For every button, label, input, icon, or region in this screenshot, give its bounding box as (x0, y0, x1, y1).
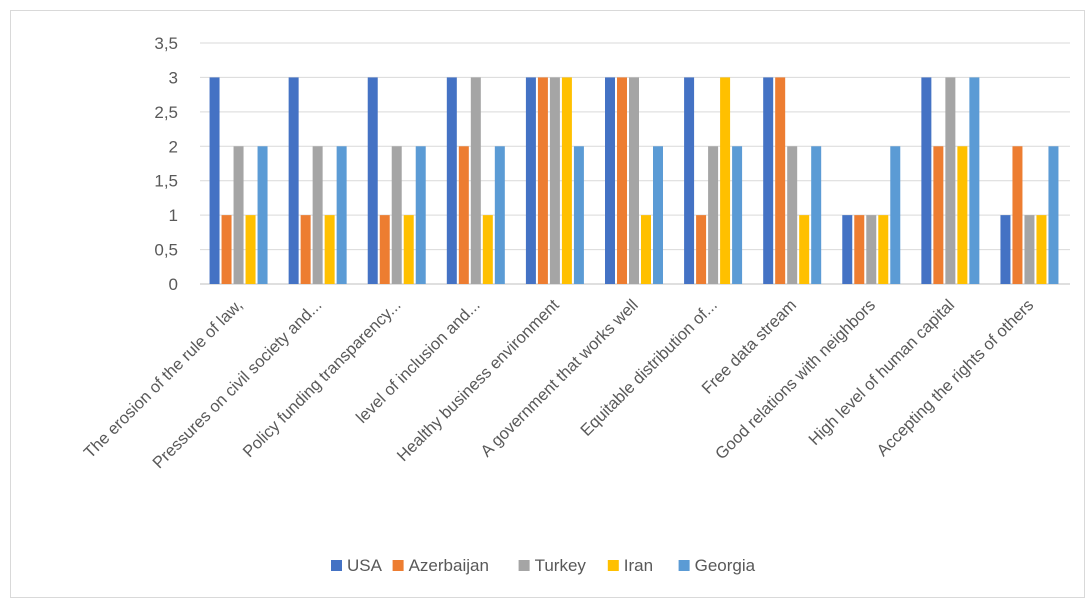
bar-iran (403, 215, 414, 284)
bar-georgia (890, 146, 901, 284)
bar-turkey (312, 146, 323, 284)
category-label: Accepting the rights of others (873, 296, 1037, 460)
bar-usa (446, 77, 457, 284)
bars (209, 77, 1059, 284)
bar-azerbaijan (696, 215, 707, 284)
category-label: High level of human capital (805, 296, 958, 449)
y-axis-ticks: 0 0,5 1 1,5 2 2,5 3 3,5 (154, 34, 178, 294)
bar-iran (799, 215, 810, 284)
y-tick-label: 1,5 (154, 172, 178, 191)
bar-turkey (1024, 215, 1035, 284)
bar-georgia (336, 146, 347, 284)
legend-label-usa: USA (347, 556, 383, 575)
bar-iran (245, 215, 256, 284)
bar-iran (482, 215, 493, 284)
category-label: Pressures on civil society and... (149, 296, 325, 472)
legend: USA Azerbaijan Turkey Iran Georgia (331, 556, 756, 575)
legend-swatch-iran (607, 560, 619, 571)
bar-turkey (629, 77, 639, 284)
y-tick-label: 3 (169, 68, 178, 87)
bar-azerbaijan (933, 146, 944, 284)
category-label: Policy funding transparency... (240, 296, 405, 461)
bar-usa (921, 77, 932, 284)
bar-georgia (732, 146, 743, 284)
y-tick-label: 3,5 (154, 34, 178, 53)
y-tick-label: 0,5 (154, 241, 178, 260)
bar-azerbaijan (617, 77, 627, 284)
bar-georgia (415, 146, 426, 284)
bar-iran (1036, 215, 1047, 284)
y-tick-label: 2,5 (154, 103, 178, 122)
bar-turkey (945, 77, 956, 284)
bar-azerbaijan (458, 146, 469, 284)
legend-swatch-azerbaijan (392, 560, 404, 571)
bar-turkey (549, 77, 560, 284)
bar-iran (324, 215, 335, 284)
bar-usa (605, 77, 615, 284)
bar-azerbaijan (300, 215, 311, 284)
x-axis-categories: The erosion of the rule of law,Pressures… (81, 296, 1038, 472)
legend-label-iran: Iran (624, 556, 653, 575)
bar-usa (684, 77, 695, 284)
bar-usa (842, 215, 853, 284)
y-tick-label: 1 (169, 206, 178, 225)
bar-iran (878, 215, 889, 284)
legend-swatch-usa (331, 560, 342, 571)
bar-azerbaijan (1012, 146, 1023, 284)
bar-azerbaijan (537, 77, 548, 284)
bar-turkey (470, 77, 481, 284)
bar-georgia (257, 146, 268, 284)
legend-swatch-turkey (518, 560, 530, 571)
y-tick-label: 0 (169, 275, 178, 294)
bar-georgia (494, 146, 505, 284)
bar-azerbaijan (221, 215, 232, 284)
bar-azerbaijan (854, 215, 865, 284)
bar-iran (641, 215, 651, 284)
bar-turkey (866, 215, 877, 284)
category-label: Equitable distribution of... (577, 296, 721, 440)
bar-azerbaijan (379, 215, 390, 284)
bar-georgia (573, 146, 584, 284)
legend-swatch-georgia (678, 560, 690, 571)
bar-usa (763, 77, 774, 284)
legend-label-turkey: Turkey (535, 556, 587, 575)
category-label: Good relations with neighbors (712, 296, 879, 463)
bar-usa (525, 77, 536, 284)
bar-usa (209, 77, 220, 284)
bar-georgia (653, 146, 663, 284)
y-tick-label: 2 (169, 137, 178, 156)
bar-georgia (969, 77, 980, 284)
legend-label-azerbaijan: Azerbaijan (409, 556, 489, 575)
bar-turkey (708, 146, 719, 284)
bar-iran (561, 77, 572, 284)
bar-usa (1000, 215, 1011, 284)
bar-azerbaijan (775, 77, 786, 284)
bar-turkey (391, 146, 402, 284)
bar-iran (720, 77, 731, 284)
category-label: A government that works well (477, 296, 641, 460)
bar-iran (957, 146, 968, 284)
bar-turkey (233, 146, 244, 284)
bar-usa (367, 77, 378, 284)
bar-georgia (811, 146, 822, 284)
legend-label-georgia: Georgia (695, 556, 756, 575)
bar-usa (288, 77, 299, 284)
bar-turkey (787, 146, 798, 284)
bar-georgia (1048, 146, 1059, 284)
category-label: The erosion of the rule of law, (81, 296, 247, 462)
category-label: Healthy business environment (394, 296, 563, 465)
